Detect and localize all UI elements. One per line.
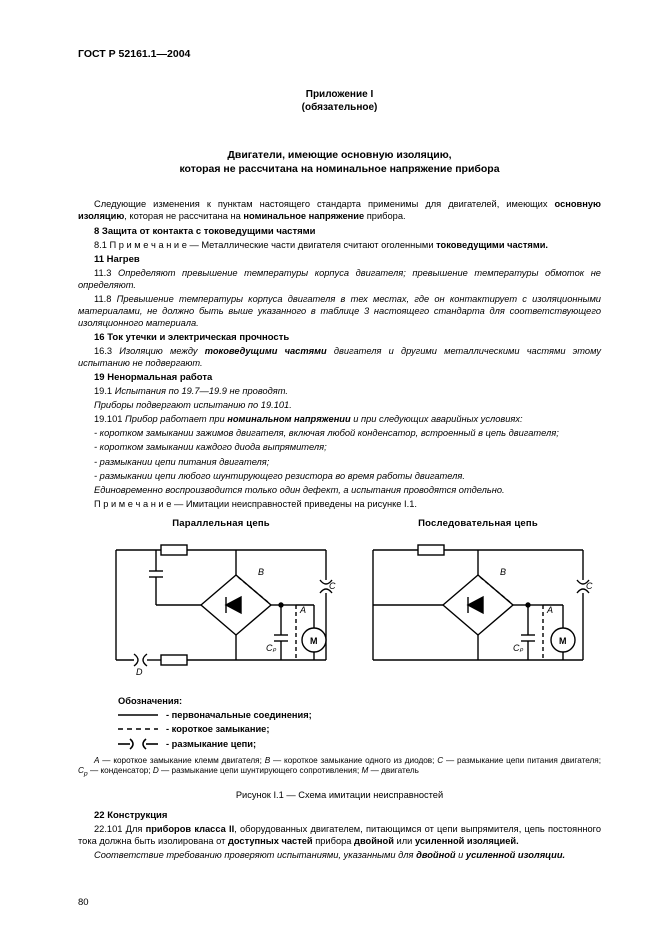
li2: - коротком замыкании каждого диода выпря… [78,441,601,453]
s16-3: 16.3 Изоляцию между токоведущими частями… [78,345,601,369]
main-title: Двигатели, имеющие основную изоляцию, ко… [78,148,601,176]
lbl-A2: A [546,605,553,615]
s11-8: 11.8 Превышение температуры корпуса двиг… [78,293,601,329]
legend-head: Обозначения: [118,696,601,706]
s19-head: 19 Ненормальная работа [78,372,601,383]
title-line2: которая не рассчитана на номинальное нап… [78,162,601,176]
li3: - размыкании цепи питания двигателя; [78,456,601,468]
lbl-A: A [299,605,306,615]
fig-desc: A — короткое замыкание клемм двигателя; … [78,756,601,780]
fig-series: Последовательная цепь [363,518,593,690]
s16-head: 16 Ток утечки и электрическая прочность [78,332,601,343]
legend3: - размыкание цепи; [166,739,256,749]
fig-parallel-title: Параллельная цепь [106,518,336,529]
legend-dash-icon [118,725,158,733]
annex-line2: (обязательное) [78,101,601,114]
lbl-M: M [310,636,318,646]
lbl-M2: M [559,636,567,646]
page: ГОСТ Р 52161.1—2004 Приложение I (обязат… [0,0,661,936]
annex-title: Приложение I (обязательное) [78,88,601,114]
s8-head: 8 Защита от контакта с токоведущими част… [78,226,601,237]
li-sum: Единовременно воспроизводится только оди… [78,484,601,496]
lbl-B2: B [500,567,506,577]
lbl-Cp: Cₚ [266,643,276,653]
legend-row-dash: - короткое замыкание; [118,724,601,734]
lbl-D: D [136,667,143,677]
s22-101: 22.101 Для приборов класса II, оборудова… [78,823,601,847]
fig-caption: Рисунок I.1 — Схема имитации неисправнос… [78,790,601,800]
doc-header: ГОСТ Р 52161.1—2004 [78,48,601,60]
s11-head: 11 Нагрев [78,254,601,265]
lbl-Cp2: Cₚ [513,643,523,653]
s19-sub: Приборы подвергают испытанию по 19.101. [78,399,601,411]
legend-break-icon [118,738,158,750]
s22-compl: Соответствие требованию проверяют испыта… [78,849,601,861]
note-fig: П р и м е ч а н и е — Имитации неисправн… [78,498,601,510]
legend: Обозначения: - первоначальные соединения… [118,696,601,750]
lbl-C: C [329,581,336,591]
s11-3: 11.3 Определяют превышение температуры к… [78,267,601,291]
s22-head: 22 Конструкция [78,810,601,821]
lbl-B: B [258,567,264,577]
s19-1: 19.1 Испытания по 19.7—19.9 не проводят. [78,385,601,397]
s8-note: 8.1 П р и м е ч а н и е — Металлические … [78,239,601,251]
lbl-C2: C [586,581,593,591]
figures: Параллельная цепь [78,518,601,690]
series-circuit-diagram: B A C Cₚ M [363,535,593,685]
li4: - размыкании цепи любого шунтирующего ре… [78,470,601,482]
page-number: 80 [78,897,89,908]
legend-solid-icon [118,711,158,719]
s19-101: 19.101 Прибор работает при номинальном н… [78,413,601,425]
title-line1: Двигатели, имеющие основную изоляцию, [78,148,601,162]
fig-parallel: Параллельная цепь [106,518,336,690]
intro: Следующие изменения к пунктам настоящего… [78,198,601,222]
legend2: - короткое замыкание; [166,724,269,734]
legend-row-break: - размыкание цепи; [118,738,601,750]
legend1: - первоначальные соединения; [166,710,312,720]
li1: - коротком замыкании зажимов двигателя, … [78,427,601,439]
fig-series-title: Последовательная цепь [363,518,593,529]
parallel-circuit-diagram: B A C Cₚ D M [106,535,336,685]
legend-row-solid: - первоначальные соединения; [118,710,601,720]
annex-line1: Приложение I [78,88,601,101]
